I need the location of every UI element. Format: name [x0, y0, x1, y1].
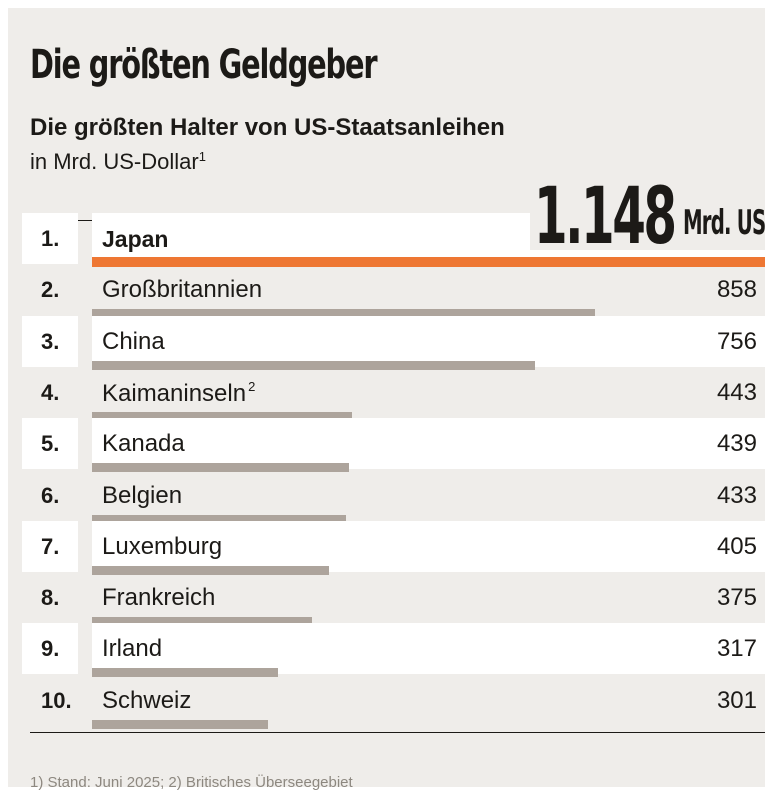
- country-name: China: [102, 327, 165, 355]
- rank-label: 1.: [22, 213, 78, 264]
- country-label: Japan: [102, 226, 168, 253]
- country-name: Irland: [102, 635, 163, 663]
- country-cell: Kaimaninseln 2 443: [92, 367, 765, 418]
- table-row: 4. Kaimaninseln 2 443: [0, 367, 765, 421]
- country-name: Schweiz: [102, 686, 192, 714]
- country-label: Schweiz: [102, 687, 191, 715]
- bar: [92, 411, 352, 421]
- unit-label: in Mrd. US-Dollar1: [30, 149, 206, 175]
- value-label: 858: [716, 276, 757, 304]
- bar: [92, 719, 268, 729]
- country-name: Frankreich: [102, 584, 216, 612]
- rank-label: 4.: [41, 379, 60, 405]
- table-row: 9. Irland 317: [0, 623, 765, 678]
- lead-value-callout: 1.148 Mrd. US$: [530, 170, 765, 262]
- value-label: 317: [716, 635, 757, 663]
- table-row: 8. Frankreich 375: [0, 572, 765, 627]
- country-note: 2: [248, 378, 256, 394]
- country-name: Großbritannien: [102, 276, 263, 304]
- bar: [92, 668, 278, 678]
- country-label: Kanada: [102, 430, 185, 458]
- unit-note: 1: [198, 149, 206, 164]
- table-row: 7. Luxemburg 405: [0, 520, 765, 575]
- table-row: 5. Kanada 439: [0, 418, 765, 473]
- bar: [92, 463, 349, 473]
- lead-value: 1.148: [534, 172, 677, 262]
- lead-value-unit: Mrd. US$: [683, 203, 765, 243]
- country-label: Kaimaninseln 2: [102, 379, 255, 408]
- rank-label: 3.: [22, 315, 78, 367]
- unit-text: in Mrd. US-Dollar: [30, 149, 199, 174]
- rank-label: 6.: [41, 482, 60, 508]
- table-row: 10. Schweiz 301: [0, 675, 765, 729]
- country-cell: Luxemburg 405: [92, 520, 765, 572]
- rank-label: 9.: [22, 623, 78, 675]
- value-label: 756: [716, 327, 757, 355]
- country-cell: Belgien 433: [92, 470, 765, 521]
- chart-subtitle: Die größten Halter von US-Staatsanleihen: [30, 114, 505, 141]
- value-label: 375: [716, 584, 757, 612]
- country-label: Irland: [102, 635, 162, 663]
- country-cell: Kanada 439: [92, 418, 765, 470]
- bar: [92, 309, 595, 319]
- country-cell: Großbritannien 858: [92, 264, 765, 315]
- rank-label: 7.: [22, 520, 78, 572]
- country-name: Japan: [102, 226, 169, 252]
- bottom-rule: [30, 732, 765, 733]
- country-cell: China 756: [92, 315, 765, 367]
- country-name: Kanada: [102, 430, 185, 458]
- value-label: 443: [716, 378, 757, 406]
- value-label: 405: [716, 532, 757, 560]
- bar: [92, 514, 346, 524]
- value-label: 433: [716, 481, 757, 509]
- bar: [92, 565, 329, 575]
- country-label: Luxemburg: [102, 533, 222, 561]
- bar: [92, 360, 535, 370]
- value-label: 301: [716, 686, 757, 714]
- table-row: 2. Großbritannien 858: [0, 264, 765, 319]
- country-label: China: [102, 328, 165, 356]
- bar-lead: [92, 257, 765, 267]
- rank-label: 5.: [22, 418, 78, 470]
- bar: [92, 617, 312, 627]
- country-cell: Irland 317: [92, 623, 765, 675]
- country-cell: Frankreich 375: [92, 572, 765, 623]
- rank-label: 10.: [41, 687, 72, 713]
- table-row: 3. China 756: [0, 315, 765, 370]
- value-label: 439: [716, 430, 757, 458]
- country-name: Kaimaninseln: [102, 379, 247, 407]
- country-name: Belgien: [102, 481, 183, 509]
- country-label: Frankreich: [102, 584, 215, 612]
- country-name: Luxemburg: [102, 532, 223, 560]
- rank-label: 2.: [41, 277, 60, 303]
- country-cell: Schweiz 301: [92, 675, 765, 726]
- table-row: 6. Belgien 433: [0, 470, 765, 524]
- country-label: Belgien: [102, 482, 182, 510]
- chart-title: Die größten Geldgeber: [30, 42, 378, 88]
- rank-label: 8.: [41, 585, 60, 611]
- country-label: Großbritannien: [102, 276, 262, 304]
